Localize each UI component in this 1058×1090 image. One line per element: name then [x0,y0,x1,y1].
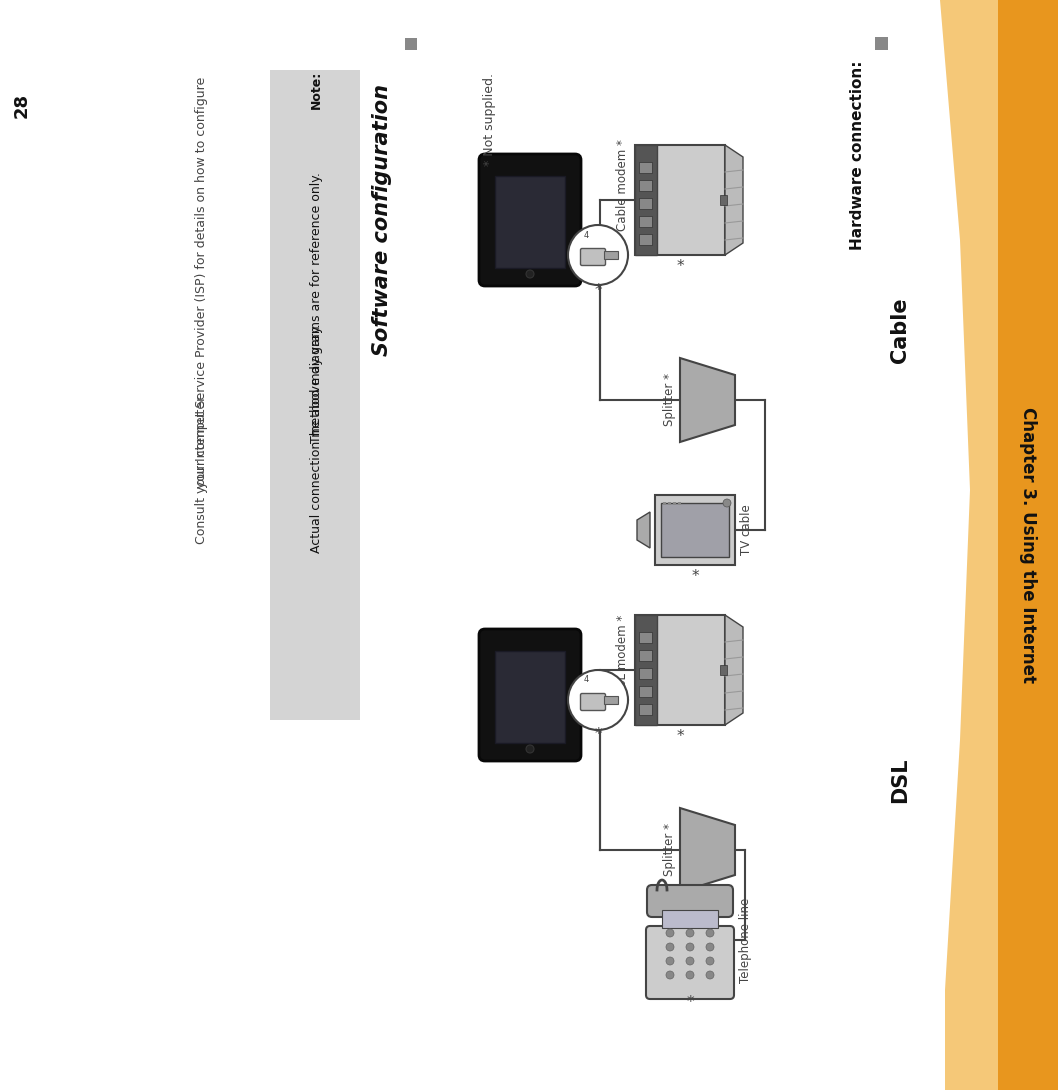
Text: DSL modem *: DSL modem * [617,615,630,695]
Polygon shape [725,615,743,725]
Text: Cable modem *: Cable modem * [617,140,630,231]
Circle shape [665,929,674,937]
Circle shape [706,943,714,950]
Circle shape [686,971,694,979]
Bar [639,650,652,661]
Bar [639,216,652,227]
Circle shape [686,943,694,950]
Text: Splitter *: Splitter * [663,824,676,876]
FancyBboxPatch shape [647,885,733,917]
Circle shape [686,929,694,937]
Text: Actual connection method may vary.: Actual connection method may vary. [310,324,323,557]
Circle shape [665,971,674,979]
Text: *: * [691,569,699,584]
Text: The above diagrams are for reference only.: The above diagrams are for reference onl… [310,172,323,447]
Bar [668,502,671,505]
Polygon shape [680,358,735,443]
Text: Consult your Internet Service Provider (ISP) for details on how to configure: Consult your Internet Service Provider (… [195,76,208,544]
Bar [720,195,727,205]
Bar [270,70,360,720]
Bar [662,910,718,928]
Text: Splitter *: Splitter * [663,374,676,426]
FancyBboxPatch shape [581,693,605,711]
Circle shape [665,943,674,950]
FancyBboxPatch shape [479,154,581,286]
Bar [639,180,652,191]
FancyBboxPatch shape [479,629,581,761]
Text: 4: 4 [583,230,588,240]
Circle shape [568,225,628,284]
Circle shape [706,971,714,979]
Circle shape [706,929,714,937]
Circle shape [706,957,714,965]
Bar [604,251,618,259]
Bar [678,502,681,505]
Text: 28: 28 [13,93,31,118]
Text: * Not supplied.: * Not supplied. [484,73,496,167]
Text: *: * [676,729,683,744]
Polygon shape [680,808,735,892]
Circle shape [686,957,694,965]
Circle shape [723,499,731,507]
Text: Cable: Cable [890,298,910,363]
Bar [405,38,417,50]
Bar [495,175,565,268]
Text: TV cable: TV cable [741,505,753,556]
Polygon shape [940,0,1058,1090]
Bar [663,502,665,505]
Text: Note:: Note: [310,71,323,109]
Bar [604,697,618,704]
FancyBboxPatch shape [646,926,734,1000]
FancyBboxPatch shape [655,495,735,565]
Bar [639,668,652,679]
Text: DSL: DSL [890,758,910,802]
Text: *: * [595,282,602,298]
Circle shape [526,270,534,278]
Bar [639,632,652,643]
Bar [495,651,565,743]
Bar [639,686,652,697]
Circle shape [665,957,674,965]
Text: *: * [595,727,602,742]
Text: your computer.: your computer. [195,392,208,487]
Bar [998,0,1058,1090]
Circle shape [568,670,628,730]
Text: Telephone line: Telephone line [738,897,751,982]
Text: Chapter 3. Using the Internet: Chapter 3. Using the Internet [1019,407,1037,683]
Bar [661,502,729,557]
Text: 4: 4 [583,676,588,685]
Bar [635,145,657,255]
Bar [875,37,888,50]
Bar [720,665,727,675]
Bar [639,704,652,715]
Bar [673,502,676,505]
Bar [635,615,657,725]
Bar [639,198,652,209]
FancyBboxPatch shape [635,145,725,255]
Bar [639,234,652,245]
Polygon shape [637,512,650,548]
Text: *: * [676,259,683,275]
Text: Hardware connection:: Hardware connection: [851,60,865,250]
Polygon shape [725,145,743,255]
Text: *: * [687,994,694,1009]
FancyBboxPatch shape [581,249,605,266]
FancyBboxPatch shape [635,615,725,725]
Bar [639,162,652,173]
Circle shape [526,744,534,753]
Text: Software configuration: Software configuration [372,84,393,356]
